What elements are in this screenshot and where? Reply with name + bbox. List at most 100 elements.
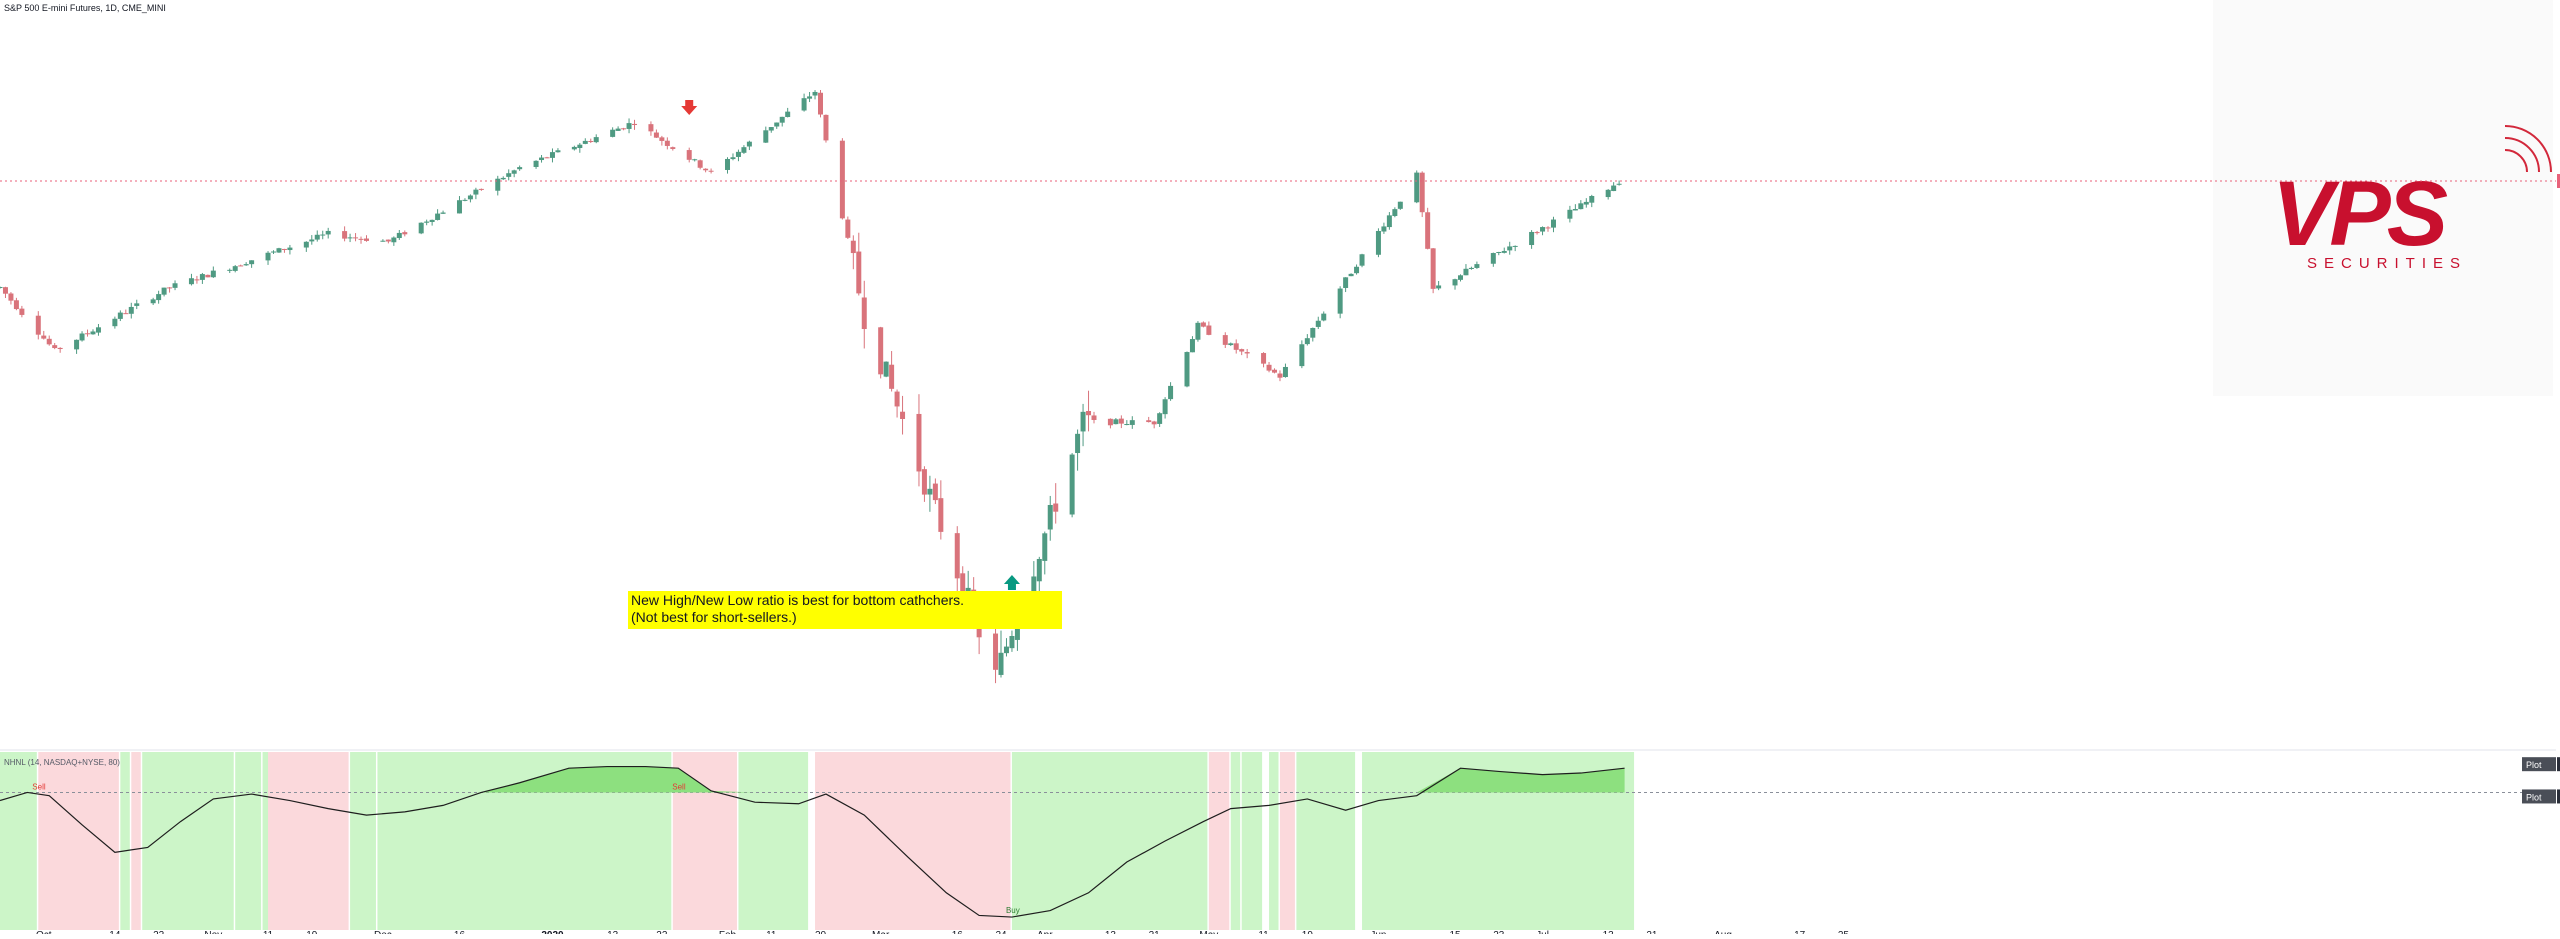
candle-body	[161, 287, 167, 295]
candle-body	[1009, 636, 1015, 649]
candle-body	[188, 278, 194, 285]
indicator-zone-green	[1241, 752, 1263, 930]
candle-body	[1003, 646, 1009, 654]
candle-body	[1315, 320, 1321, 327]
candle-body	[725, 158, 731, 170]
candle-body	[112, 318, 118, 327]
indicator-zone-green	[142, 752, 234, 930]
candle-body	[1228, 343, 1234, 346]
candle-body	[960, 573, 966, 601]
date-tick-label: 19	[1302, 930, 1314, 934]
candle-body	[1069, 454, 1075, 515]
candle-body	[703, 168, 709, 171]
candle-body	[1200, 322, 1206, 327]
indicator-zones	[0, 752, 1635, 930]
date-tick-label: 13	[1603, 930, 1615, 934]
candle-body	[1244, 352, 1250, 354]
candle-body	[495, 178, 501, 191]
logo-panel	[2213, 0, 2553, 396]
candle-body	[1206, 325, 1212, 335]
candle-body	[1463, 268, 1469, 276]
candle-body	[577, 144, 583, 149]
candle-body	[281, 248, 287, 250]
indicator-zone-red	[1279, 752, 1295, 930]
candle-body	[807, 96, 813, 99]
candle-body	[435, 213, 441, 220]
candle-body	[1162, 399, 1168, 415]
candle-body	[1414, 172, 1420, 203]
candle-body	[1222, 335, 1228, 345]
candle-body	[478, 188, 484, 190]
candle-body	[232, 266, 238, 271]
candle-body	[1611, 185, 1617, 192]
candle-body	[746, 141, 752, 147]
candle-body	[1616, 183, 1622, 185]
candle-body	[1321, 313, 1327, 321]
candle-body	[621, 128, 627, 130]
date-tick-label: 13	[1105, 930, 1117, 934]
candle-body	[533, 160, 539, 167]
candle-body	[1014, 622, 1020, 640]
symbol-title: S&P 500 E-mini Futures, 1D, CME_MINI	[4, 3, 166, 13]
candle-body	[249, 260, 255, 265]
candle-body	[932, 483, 938, 501]
candle-body	[823, 114, 829, 141]
candle-body	[1261, 353, 1267, 364]
candle-body	[1086, 411, 1092, 416]
buy-arrow-icon	[1003, 575, 1020, 590]
candle-body	[549, 152, 555, 158]
candle-body	[271, 251, 276, 253]
date-tick-label: 14	[109, 930, 121, 934]
candle-body	[391, 237, 397, 243]
date-tick-label: 22	[153, 930, 165, 934]
candle-body	[889, 364, 895, 389]
candle-body	[1490, 253, 1496, 264]
indicator-zone-red	[268, 752, 349, 930]
candle-body	[1266, 364, 1272, 371]
candle-body	[1157, 413, 1163, 424]
candle-body	[128, 306, 134, 314]
candle-body	[385, 239, 391, 242]
candle-body	[653, 132, 659, 138]
date-tick-label: May	[1199, 930, 1218, 934]
candle-body	[818, 92, 823, 115]
candle-body	[670, 147, 676, 149]
candle-body	[1299, 344, 1305, 367]
candle-body	[878, 327, 884, 375]
candle-body	[500, 177, 506, 180]
date-tick-label: 24	[995, 930, 1007, 934]
candle-body	[648, 124, 654, 132]
candle-body	[199, 274, 205, 280]
candle-body	[938, 498, 944, 532]
candle-body	[303, 241, 309, 248]
candle-body	[593, 137, 599, 143]
logo-wave-icon	[2504, 125, 2552, 173]
date-tick-label: Nov	[204, 930, 222, 934]
logo-text-sub: SECURITIES	[2307, 255, 2467, 272]
candle-body	[1529, 231, 1535, 246]
logo-wave-icon	[2504, 149, 2528, 173]
candle-body	[993, 633, 999, 670]
overlays: 3214.00S&P 500 E-mini Futures, 1D, CME_M…	[0, 3, 2560, 767]
candle-body	[900, 411, 906, 419]
candle-body	[1053, 503, 1059, 512]
candle-body	[150, 299, 156, 304]
indicator-badge-value-bg	[2557, 789, 2560, 804]
candle-body	[615, 128, 621, 131]
date-tick-label: 2020	[541, 930, 564, 934]
signal-label-buy: Buy	[1006, 906, 1020, 915]
candle-body	[325, 230, 331, 235]
candle-body	[921, 469, 927, 495]
candle-body	[1457, 275, 1463, 280]
date-tick-label: 19	[306, 930, 318, 934]
candle-body	[440, 212, 446, 214]
indicator-zone-green	[1230, 752, 1241, 930]
candle-body	[927, 488, 933, 495]
candle-body	[85, 333, 91, 335]
candle-body	[1091, 415, 1097, 420]
logo-wave-icon	[2504, 137, 2540, 173]
date-tick-label: 25	[1838, 930, 1850, 934]
